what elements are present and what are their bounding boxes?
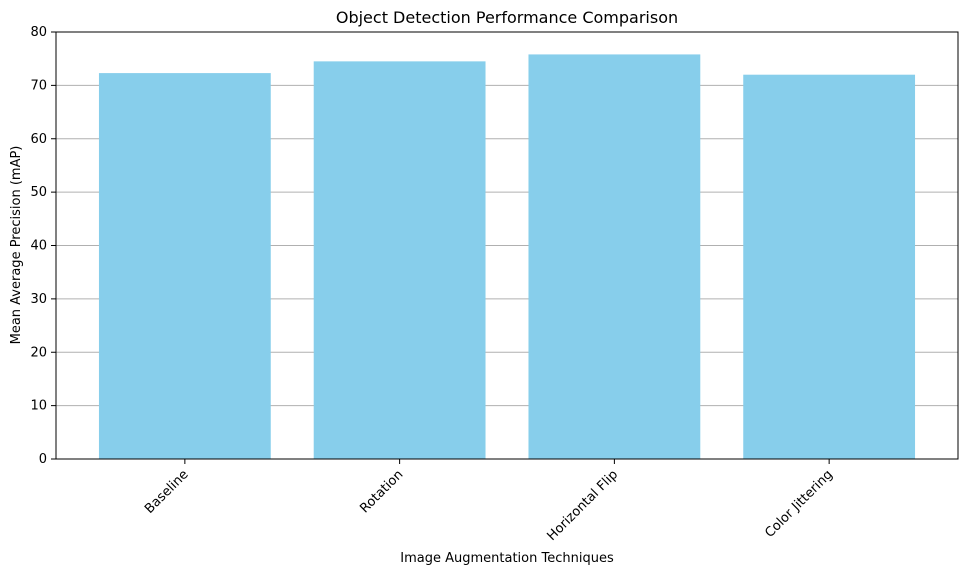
y-tick-label: 70 [30,78,47,93]
x-tick-label: Baseline [142,467,192,517]
x-axis-ticks: Baseline Rotation Horizontal Flip Color Jit… [142,459,836,544]
y-tick-label: 40 [30,239,47,254]
bar [313,61,486,459]
y-tick-label: 80 [30,25,47,40]
bar [743,74,916,459]
bars [98,54,916,459]
x-axis-label: Image Augmentation Techniques [400,551,614,566]
y-tick-label: 20 [30,345,47,360]
y-tick-label: 10 [30,399,47,414]
y-axis-ticks: 0 10 20 30 40 50 60 70 80 [30,25,56,467]
chart-title: Object Detection Performance Comparison [336,8,678,27]
x-tick-label: Color Jittering [762,467,836,541]
y-tick-label: 60 [30,132,47,147]
bar [98,73,271,459]
y-tick-label: 50 [30,185,47,200]
x-tick-label: Horizontal Flip [545,467,622,544]
y-axis-label: Mean Average Precision (mAP) [9,146,24,345]
y-tick-label: 0 [39,452,47,467]
x-tick-label: Rotation [357,467,406,516]
y-tick-label: 30 [30,292,47,307]
bar [528,54,701,459]
